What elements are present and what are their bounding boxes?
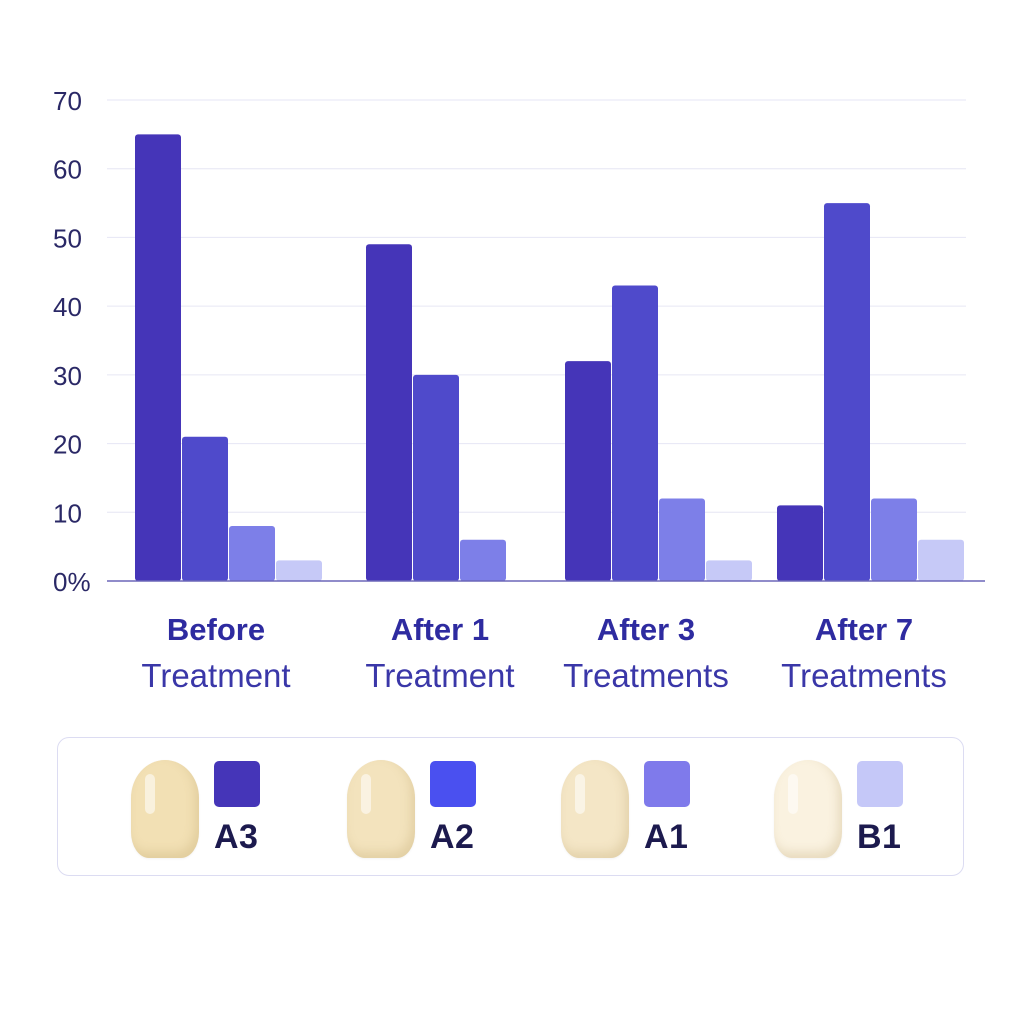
- y-tick-label: 70: [53, 86, 82, 116]
- y-tick-label: 0%: [53, 567, 91, 597]
- bar: [182, 436, 228, 581]
- legend-label-a3: A3: [214, 818, 259, 856]
- tooth-icon: [347, 760, 415, 858]
- legend-item-b1: B1: [774, 738, 974, 877]
- legend-label-a2: A2: [430, 818, 475, 856]
- legend-label-a1: A1: [644, 818, 689, 856]
- legend-item-a2: A2: [347, 738, 547, 877]
- bar: [918, 539, 964, 581]
- legend-swatch-a3: [214, 761, 260, 807]
- y-tick-label: 30: [53, 361, 82, 391]
- bar-chart: 0% 10 20 30 40 50 60 70 Before Treatment After 1 Tr…: [53, 86, 985, 694]
- legend-swatch-b1: [857, 761, 903, 807]
- legend-swatch-a1: [644, 761, 690, 807]
- bar: [824, 203, 870, 582]
- bar: [366, 244, 412, 582]
- bar: [871, 498, 917, 581]
- legend: A3 A2 A1 B1: [57, 737, 964, 876]
- x-tick-label: After 1: [391, 612, 489, 647]
- tooth-icon: [774, 760, 842, 858]
- y-tick-label: 60: [53, 155, 82, 185]
- y-tick-label: 20: [53, 430, 82, 460]
- bar: [135, 134, 181, 581]
- legend-item-a3: A3: [131, 738, 331, 877]
- x-tick-label: Treatments: [563, 657, 729, 694]
- bar: [276, 560, 322, 581]
- x-tick-label: Treatments: [781, 657, 947, 694]
- x-tick-label: Treatment: [365, 657, 514, 694]
- tooth-icon: [131, 760, 199, 858]
- tooth-icon: [561, 760, 629, 858]
- bar: [229, 526, 275, 581]
- bar: [777, 505, 823, 581]
- legend-item-a1: A1: [561, 738, 761, 877]
- x-tick-label: After 3: [597, 612, 695, 647]
- bar: [706, 560, 752, 581]
- x-tick-label: After 7: [815, 612, 913, 647]
- y-tick-label: 50: [53, 223, 82, 253]
- legend-label-b1: B1: [857, 818, 902, 856]
- bar: [659, 498, 705, 581]
- chart-svg: 0% 10 20 30 40 50 60 70 Before Treatment After 1 Tr…: [53, 86, 985, 694]
- x-tick-label: Before: [167, 612, 265, 647]
- y-tick-label: 10: [53, 498, 82, 528]
- bar: [565, 361, 611, 581]
- legend-swatch-a2: [430, 761, 476, 807]
- bar: [612, 285, 658, 581]
- bar: [413, 374, 459, 581]
- x-tick-label: Treatment: [141, 657, 290, 694]
- y-tick-label: 40: [53, 292, 82, 322]
- bar: [460, 539, 506, 581]
